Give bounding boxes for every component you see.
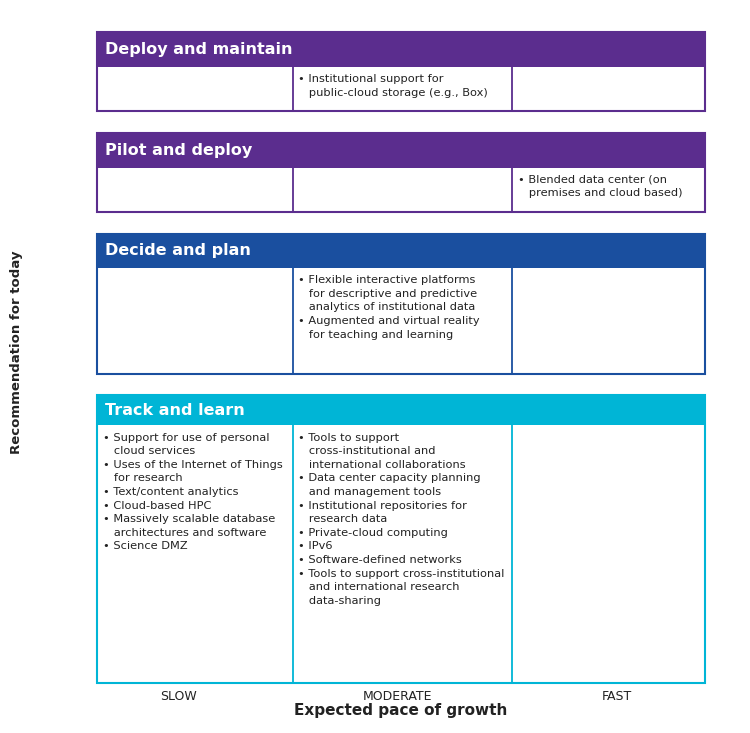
Text: Recommendation for today: Recommendation for today [10,251,22,454]
Text: Decide and plan: Decide and plan [105,243,251,258]
FancyBboxPatch shape [98,133,705,212]
FancyBboxPatch shape [98,32,705,67]
FancyBboxPatch shape [98,234,705,268]
Text: • Blended data center (on
   premises and cloud based): • Blended data center (on premises and c… [518,174,682,199]
FancyBboxPatch shape [98,32,705,111]
FancyBboxPatch shape [98,395,705,682]
Text: MODERATE: MODERATE [363,690,432,704]
Text: FAST: FAST [602,690,632,704]
Text: • Institutional support for
   public-cloud storage (e.g., Box): • Institutional support for public-cloud… [298,74,488,97]
Text: • Flexible interactive platforms
   for descriptive and predictive
   analytics : • Flexible interactive platforms for des… [298,276,480,339]
FancyBboxPatch shape [98,395,705,425]
Text: • Support for use of personal
   cloud services
• Uses of the Internet of Things: • Support for use of personal cloud serv… [103,432,282,551]
Text: • Tools to support
   cross-institutional and
   international collaborations
• : • Tools to support cross-institutional a… [298,432,505,605]
Text: Pilot and deploy: Pilot and deploy [105,143,253,158]
Text: Deploy and maintain: Deploy and maintain [105,43,292,57]
Text: Track and learn: Track and learn [105,403,245,418]
FancyBboxPatch shape [98,234,705,374]
FancyBboxPatch shape [98,133,705,168]
Text: Expected pace of growth: Expected pace of growth [294,704,508,718]
Text: SLOW: SLOW [160,690,196,704]
